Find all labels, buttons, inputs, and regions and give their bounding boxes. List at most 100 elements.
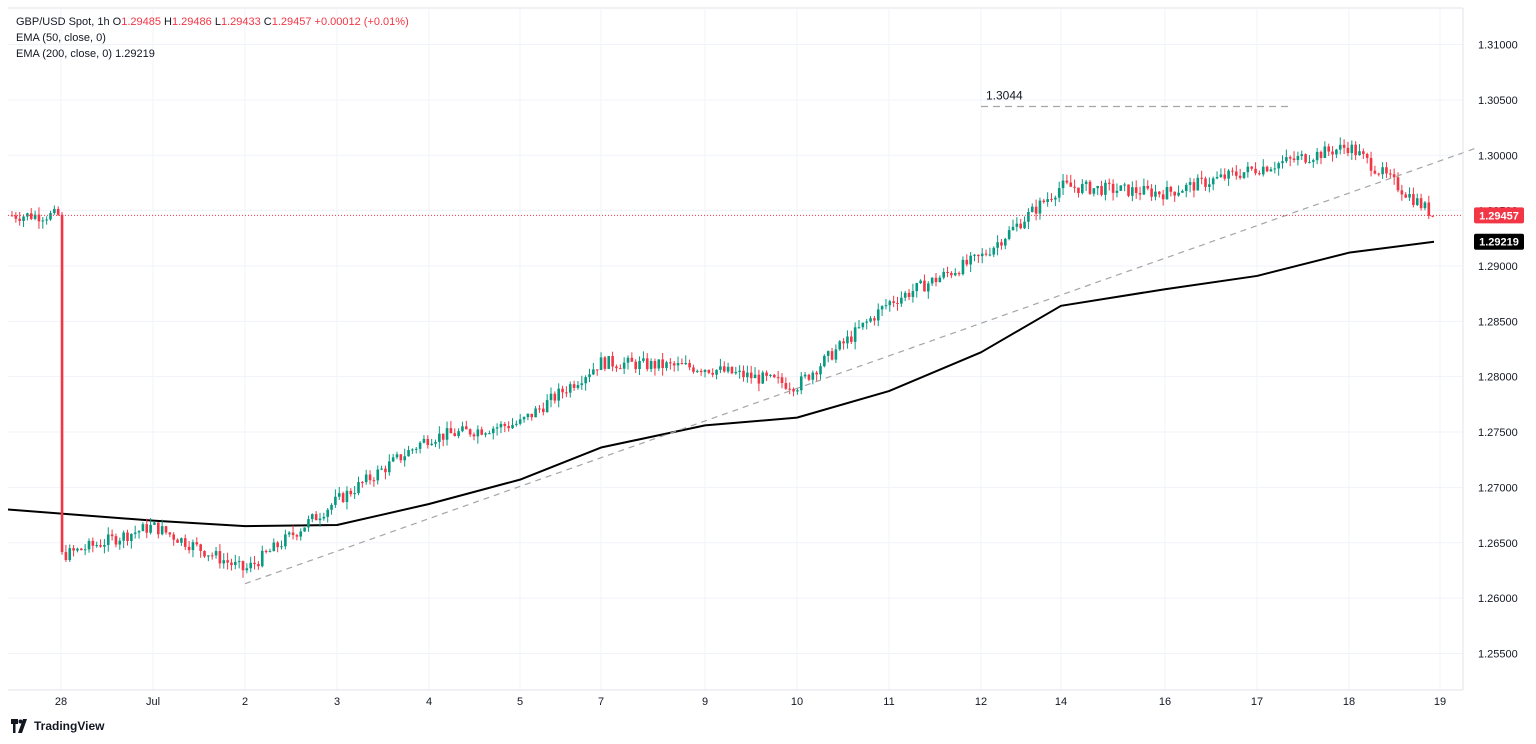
candle-body	[1412, 194, 1415, 205]
candle-body	[726, 366, 730, 372]
candle-body	[334, 496, 337, 505]
candle-body	[619, 368, 622, 370]
candle-body	[64, 552, 68, 561]
candle-body	[468, 429, 472, 435]
candle-body	[684, 362, 688, 365]
tradingview-brand[interactable]: TradingView	[10, 719, 104, 733]
candle-body	[160, 526, 164, 535]
candle-body	[1223, 174, 1227, 179]
candle-body	[499, 423, 503, 428]
candle-body	[738, 370, 741, 372]
candle-body	[1042, 200, 1046, 203]
price-axis[interactable]: 1.25500 1.26000 1.26500 1.27000 1.27500 1.280…	[1478, 40, 1518, 661]
candle-body	[953, 273, 957, 276]
candle-body	[1165, 186, 1169, 200]
candle-body	[1392, 174, 1396, 178]
candle-body	[626, 357, 630, 363]
candle-body	[1296, 156, 1300, 161]
candle-body	[518, 419, 522, 424]
candle-body	[969, 255, 972, 265]
candle-body	[388, 461, 391, 473]
candle-body	[1273, 168, 1277, 170]
candle-body	[253, 562, 256, 564]
candle-body	[549, 393, 553, 401]
candle-body	[472, 434, 476, 437]
candle-body	[33, 214, 37, 219]
candle-body	[484, 433, 487, 435]
candle-body	[222, 560, 226, 564]
candle-body	[1065, 180, 1069, 183]
candle-body	[565, 392, 568, 394]
candle-body	[22, 216, 25, 221]
symbol-name[interactable]: GBP/USD Spot	[16, 16, 92, 28]
candle-body	[72, 548, 75, 551]
candle-body	[1369, 157, 1373, 171]
candle-body	[391, 457, 395, 462]
candle-body	[1304, 154, 1307, 163]
candle-body	[114, 536, 118, 545]
candle-body	[1004, 238, 1007, 246]
candle-body	[734, 371, 738, 374]
candle-body	[788, 388, 791, 390]
candle-body	[630, 357, 634, 362]
candle-body	[1177, 192, 1180, 196]
candle-body	[992, 247, 996, 255]
candle-body	[934, 277, 938, 283]
candle-body	[1396, 177, 1400, 191]
candle-body	[1142, 185, 1146, 195]
candle-body	[503, 423, 507, 427]
y-tick-label: 1.26500	[1478, 538, 1518, 550]
candle-body	[942, 271, 945, 278]
candle-body	[1146, 185, 1150, 189]
candle-body	[268, 551, 272, 553]
candle-body	[830, 351, 834, 360]
candle-body	[869, 318, 872, 322]
candle-body	[1377, 173, 1381, 175]
candle-body	[272, 542, 276, 552]
candle-body	[441, 433, 445, 440]
candle-body	[834, 349, 838, 360]
candle-body	[1081, 184, 1084, 194]
candle-body	[776, 377, 780, 379]
candle-body	[322, 516, 326, 519]
candle-body	[326, 509, 329, 517]
candle-body	[1419, 198, 1423, 209]
candle-body	[1204, 178, 1207, 187]
y-tick-label: 1.29000	[1478, 261, 1518, 273]
candle-body	[426, 438, 430, 446]
candle-body	[207, 555, 210, 557]
candle-body	[237, 561, 241, 563]
candle-body	[1038, 200, 1042, 214]
candle-body	[226, 560, 229, 563]
indicator-ema50[interactable]: EMA (50, close, 0)	[16, 30, 409, 46]
candle-body	[719, 366, 722, 370]
time-axis[interactable]: 28 Jul 2 3 4 5 7 9 10 11 12 14 16 17 18 19	[55, 696, 1446, 708]
candle-body	[572, 384, 576, 388]
candle-body	[1200, 177, 1203, 179]
indicator-value: 1.29219	[115, 48, 155, 60]
candle-body	[865, 321, 868, 323]
candle-body	[1373, 170, 1377, 174]
candle-body	[318, 518, 322, 521]
candle-body	[41, 220, 45, 222]
candle-body	[380, 468, 383, 470]
candle-body	[1362, 151, 1365, 155]
candle-body	[1096, 185, 1099, 189]
candle-body	[214, 551, 218, 556]
open-value: 1.29485	[121, 16, 161, 28]
candle-body	[1312, 160, 1315, 162]
interval-label[interactable]: 1h	[97, 16, 110, 28]
candle-body	[1100, 185, 1103, 195]
candle-body	[780, 377, 784, 384]
indicator-ema200[interactable]: EMA (200, close, 0) 1.29219	[16, 46, 409, 62]
y-tick-label: 1.27000	[1478, 482, 1518, 494]
candle-body	[753, 374, 757, 379]
x-tick-label: 18	[1343, 696, 1355, 708]
candle-body	[1315, 151, 1319, 161]
candle-body	[846, 336, 849, 344]
candle-body	[607, 356, 611, 369]
candle-body	[45, 219, 48, 221]
candle-body	[1423, 202, 1427, 209]
candle-body	[422, 438, 426, 443]
